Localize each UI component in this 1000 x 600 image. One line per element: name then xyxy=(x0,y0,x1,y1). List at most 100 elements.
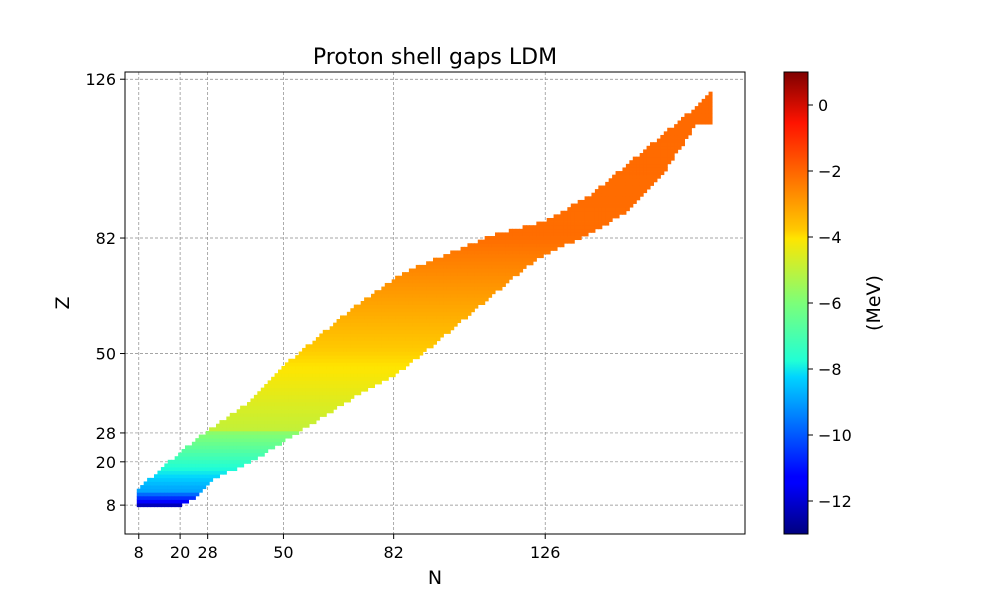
data-point xyxy=(216,448,220,453)
data-point xyxy=(257,438,262,443)
data-point xyxy=(384,282,389,287)
data-point xyxy=(395,301,400,305)
data-point xyxy=(453,264,458,269)
data-point xyxy=(274,416,279,421)
data-point xyxy=(653,178,658,183)
data-point xyxy=(419,264,424,269)
data-point xyxy=(243,427,248,432)
data-point xyxy=(519,243,524,248)
data-point xyxy=(326,380,331,385)
data-point xyxy=(402,344,406,349)
data-point xyxy=(388,286,393,291)
data-point xyxy=(319,405,324,410)
data-point xyxy=(415,337,420,342)
data-point xyxy=(326,387,331,392)
data-point xyxy=(591,207,596,212)
data-point xyxy=(353,351,358,356)
data-point xyxy=(467,254,472,259)
data-point xyxy=(353,347,358,352)
data-point xyxy=(577,232,582,237)
data-point xyxy=(288,430,293,435)
data-point xyxy=(422,286,427,291)
data-point xyxy=(412,268,417,273)
data-point xyxy=(198,485,203,490)
data-point xyxy=(195,445,200,450)
data-point xyxy=(581,217,586,222)
data-point xyxy=(219,467,224,472)
data-point xyxy=(357,308,362,313)
data-point xyxy=(412,337,417,342)
data-point xyxy=(381,347,386,352)
data-point xyxy=(443,286,448,291)
data-point xyxy=(433,329,437,334)
data-point xyxy=(360,333,365,338)
data-point xyxy=(574,217,579,222)
data-point xyxy=(391,333,396,338)
data-point xyxy=(350,362,355,367)
data-point xyxy=(433,275,437,280)
data-point xyxy=(698,113,703,118)
data-point xyxy=(340,340,344,345)
data-point xyxy=(574,225,579,230)
data-point xyxy=(229,416,234,421)
data-point xyxy=(474,264,479,269)
data-point xyxy=(360,311,365,316)
data-point xyxy=(598,203,603,208)
data-point xyxy=(202,474,207,479)
data-point xyxy=(298,405,303,410)
data-point xyxy=(367,340,372,345)
data-point xyxy=(298,387,303,392)
data-point xyxy=(353,358,358,363)
data-point xyxy=(484,257,489,262)
data-point xyxy=(536,254,541,259)
data-point xyxy=(253,427,258,432)
data-point xyxy=(491,275,496,280)
data-point xyxy=(408,308,413,313)
data-point xyxy=(484,261,489,266)
data-point xyxy=(653,145,658,150)
data-point xyxy=(150,481,155,486)
data-point xyxy=(295,394,300,399)
data-point xyxy=(429,272,434,277)
data-point xyxy=(326,373,331,378)
data-point xyxy=(598,225,603,230)
data-point xyxy=(422,315,427,320)
data-point xyxy=(326,369,331,374)
data-point xyxy=(374,326,379,331)
data-point xyxy=(312,365,317,370)
data-point xyxy=(198,467,203,472)
data-point xyxy=(581,203,586,208)
data-point xyxy=(284,384,289,389)
data-point xyxy=(450,272,455,277)
data-point xyxy=(305,394,310,399)
data-point xyxy=(205,470,210,475)
data-point xyxy=(388,351,393,356)
data-point xyxy=(470,293,475,298)
data-point xyxy=(198,474,203,479)
data-point xyxy=(474,293,479,298)
data-point xyxy=(698,106,703,111)
data-point xyxy=(278,380,282,385)
data-point xyxy=(160,485,165,490)
data-point xyxy=(491,239,496,244)
data-point xyxy=(498,243,503,248)
data-point xyxy=(205,430,210,435)
data-point xyxy=(388,315,393,320)
data-point xyxy=(219,438,224,443)
data-point xyxy=(450,261,455,266)
data-point xyxy=(698,102,703,107)
data-point xyxy=(288,387,293,392)
data-point xyxy=(143,488,148,493)
data-point xyxy=(274,402,279,407)
data-point xyxy=(143,481,148,486)
data-point xyxy=(408,326,413,331)
data-point xyxy=(278,441,282,446)
data-point xyxy=(346,373,351,378)
data-point xyxy=(632,163,637,168)
data-point xyxy=(546,225,551,230)
data-point xyxy=(415,319,420,324)
data-point xyxy=(298,384,303,389)
data-point xyxy=(460,290,465,295)
data-point xyxy=(281,409,286,414)
